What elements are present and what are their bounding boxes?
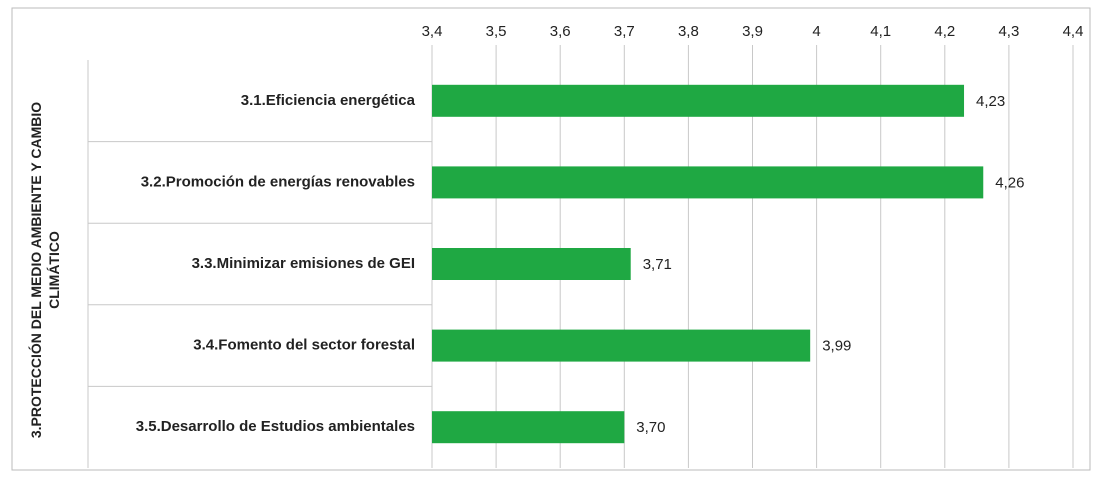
value-label: 4,23 (976, 93, 1005, 110)
value-label: 3,70 (636, 419, 665, 436)
x-tick-label: 3,7 (614, 23, 635, 40)
category-label: 3.2.Promoción de energías renovables (141, 173, 415, 190)
x-tick-label: 4,3 (998, 23, 1019, 40)
chart-border (11, 7, 1091, 471)
bar (432, 248, 631, 280)
x-tick-label: 3,4 (422, 23, 443, 40)
x-tick-label: 3,6 (550, 23, 571, 40)
bar (432, 411, 625, 444)
x-tick-label: 4,1 (870, 23, 891, 40)
x-tick-label: 4 (812, 23, 820, 40)
x-tick-label: 3,8 (678, 23, 699, 40)
category-label: 3.3.Minimizar emisiones de GEI (192, 255, 415, 272)
x-tick-label: 3,5 (486, 23, 507, 40)
category-label: 3.5.Desarrollo de Estudios ambientales (136, 418, 415, 435)
x-tick-label: 4,2 (934, 23, 955, 40)
bar (432, 84, 965, 117)
value-label: 3,99 (822, 338, 851, 355)
group-label: 3.PROTECCIÓN DEL MEDIO AMBIENTE Y CAMBIO… (28, 101, 62, 439)
x-tick-label: 3,9 (742, 23, 763, 40)
bar (432, 329, 811, 362)
value-label: 3,71 (643, 256, 672, 273)
category-label: 3.4.Fomento del sector forestal (193, 337, 415, 354)
category-label: 3.1.Eficiencia energética (241, 92, 416, 109)
value-label: 4,26 (995, 174, 1024, 191)
x-tick-label: 4,4 (1063, 23, 1084, 40)
bar (432, 166, 984, 199)
